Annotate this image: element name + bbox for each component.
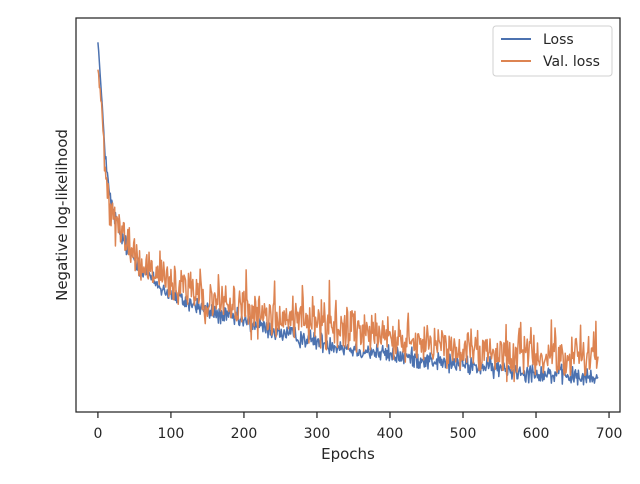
x-tick-label: 500: [450, 426, 477, 442]
x-tick-label: 100: [158, 426, 185, 442]
x-axis-label: Epochs: [321, 445, 375, 463]
legend: Loss Val. loss: [492, 25, 613, 77]
x-ticks: 0 100 200 300 400 500 600 700: [93, 412, 622, 442]
x-tick-label: 200: [231, 426, 258, 442]
x-tick-label: 0: [93, 426, 102, 442]
x-tick-label: 300: [304, 426, 331, 442]
series-line-val-loss: [97, 69, 599, 383]
legend-label-val-loss: Val. loss: [543, 54, 600, 70]
x-tick-label: 400: [377, 426, 404, 442]
x-tick-label: 600: [523, 426, 550, 442]
series-layer: [97, 42, 599, 386]
legend-label-loss: Loss: [543, 32, 574, 48]
axes-frame: [75, 17, 621, 413]
x-tick-label: 700: [596, 426, 623, 442]
y-axis-label: Negative log-likelihood: [53, 129, 71, 301]
